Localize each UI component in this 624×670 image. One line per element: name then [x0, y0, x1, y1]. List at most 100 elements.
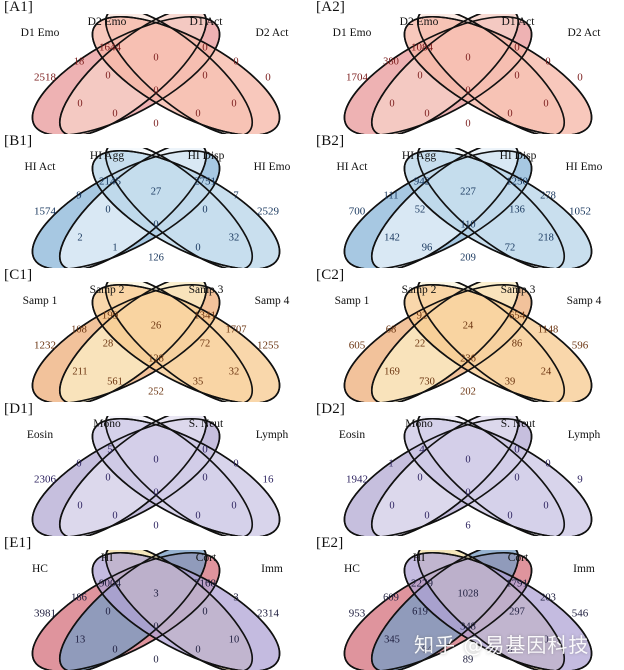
panel-label-a2: [A2] — [316, 0, 346, 15]
count-ac: 2 — [77, 232, 82, 243]
count-ac: 142 — [384, 232, 400, 243]
set-label-b: HI — [101, 552, 113, 564]
ellipse-outline-c — [416, 550, 566, 670]
count-cd: 278 — [540, 190, 556, 201]
count-abd: 96 — [422, 242, 433, 253]
count-bc: 24 — [463, 320, 474, 331]
set-label-d: D2 Act — [568, 27, 602, 39]
set-label-b: HI Agg — [402, 150, 436, 162]
count-acd: 0 — [195, 510, 200, 521]
ellipse-outline-a — [31, 15, 221, 134]
count-bc: 26 — [151, 320, 162, 331]
count-bc: 27 — [151, 186, 162, 197]
ellipse-outline-d — [91, 149, 281, 268]
count-abcd: 0 — [153, 621, 158, 632]
set-label-c: HI Disp — [188, 150, 225, 162]
count-ad: 89 — [463, 654, 474, 665]
ellipse-outline-c — [416, 14, 566, 134]
count-abc: 0 — [105, 472, 110, 483]
ellipse-outline-b — [58, 14, 208, 134]
panel-label-d2: [D2] — [316, 401, 346, 417]
count-c: 1341 — [194, 310, 216, 322]
count-b: 1084 — [411, 42, 434, 54]
ellipse-outline-d — [91, 15, 281, 134]
count-ac: 13 — [75, 634, 86, 645]
count-b: 92 — [417, 310, 428, 322]
ellipse-outline-c — [416, 282, 566, 402]
set-label-a: D1 Emo — [333, 27, 372, 39]
count-cd: 0 — [545, 56, 550, 67]
count-abcd: 0 — [153, 219, 158, 230]
set-label-d: HI Emo — [254, 161, 291, 173]
count-bc: 3 — [153, 588, 158, 599]
ellipse-outline-b — [370, 282, 520, 402]
count-bcd: 72 — [200, 338, 211, 349]
count-bc: 0 — [153, 52, 158, 63]
count-abcd: 0 — [465, 85, 470, 96]
panel-label-b1: [B1] — [4, 133, 33, 149]
set-label-d: D2 Act — [256, 27, 290, 39]
count-d: 2529 — [257, 206, 280, 218]
count-abcd: 0 — [153, 85, 158, 96]
count-d: 546 — [572, 608, 589, 620]
venn-diagram-e1: HC HI Cort Imm 3981 9004 7168 2314 186 3 3 0 0 0 13 10 0… — [0, 550, 312, 670]
count-acd: 0 — [195, 108, 200, 119]
count-bcd: 0 — [514, 70, 519, 81]
count-abcd: 0 — [153, 487, 158, 498]
count-bd: 218 — [538, 232, 554, 243]
set-label-c: S. Neut — [189, 418, 224, 430]
count-b: 942 — [414, 176, 431, 188]
count-bd: 0 — [543, 98, 548, 109]
set-label-c: Cort — [508, 552, 529, 564]
count-bd: 10 — [229, 634, 240, 645]
count-bd: 0 — [543, 634, 548, 645]
ellipse-outline-b — [58, 416, 208, 536]
count-d: 9 — [577, 474, 583, 486]
count-bc: 0 — [465, 454, 470, 465]
count-c: 654 — [509, 310, 526, 322]
venn-panel-e2: [E2] HC HI Cort Imm 953 2279 1791 546 609 1028 203 6… — [312, 536, 624, 670]
count-bcd: 0 — [514, 472, 519, 483]
count-abd: 1 — [112, 242, 117, 253]
count-b: 4 — [419, 444, 425, 456]
ellipse-outline-d — [403, 15, 593, 134]
count-a: 2306 — [34, 474, 57, 486]
count-d: 0 — [265, 72, 271, 84]
ellipse-outline-b — [370, 416, 520, 536]
set-label-b: Samp 2 — [402, 284, 437, 296]
count-cd: 203 — [540, 592, 556, 603]
count-abcd: 128 — [148, 353, 164, 364]
count-b: 5 — [107, 444, 113, 456]
ellipse-outline-c — [416, 148, 566, 268]
count-acd: 0 — [195, 242, 200, 253]
count-ad: 0 — [153, 118, 158, 129]
count-abd: 0 — [112, 108, 117, 119]
count-b: 9004 — [99, 578, 122, 590]
venn-panel-c2: [C2] Samp 1 Samp 2 Samp 3 Samp 4 605 92 654 596 6… — [312, 268, 624, 402]
count-cd: 3 — [233, 592, 238, 603]
count-c: 2751 — [194, 176, 216, 188]
count-acd: 0 — [195, 644, 200, 655]
count-a: 3981 — [34, 608, 56, 620]
count-bd: 32 — [229, 366, 240, 377]
count-abd: 561 — [107, 376, 123, 387]
count-b: 199 — [102, 310, 119, 322]
set-label-b: D2 Emo — [400, 16, 439, 28]
count-bd: 0 — [231, 500, 236, 511]
count-ac: 169 — [384, 366, 400, 377]
ellipse-outline-d — [403, 417, 593, 536]
panel-label-d1: [D1] — [4, 401, 34, 417]
count-d: 2314 — [257, 608, 280, 620]
venn-diagram-e2: HC HI Cort Imm 953 2279 1791 546 609 1028 203 619 29… — [312, 550, 624, 670]
set-label-a: HC — [32, 563, 48, 575]
set-label-d: Samp 4 — [567, 295, 602, 307]
set-label-c: D1 Act — [190, 16, 224, 28]
count-bc: 227 — [460, 186, 476, 197]
set-label-b: D2 Emo — [88, 16, 127, 28]
count-d: 1052 — [569, 206, 591, 218]
count-ad: 0 — [465, 118, 470, 129]
count-ad: 0 — [153, 654, 158, 665]
count-c: 1250 — [506, 176, 529, 188]
count-cd: 0 — [233, 458, 238, 469]
count-bd: 0 — [231, 98, 236, 109]
